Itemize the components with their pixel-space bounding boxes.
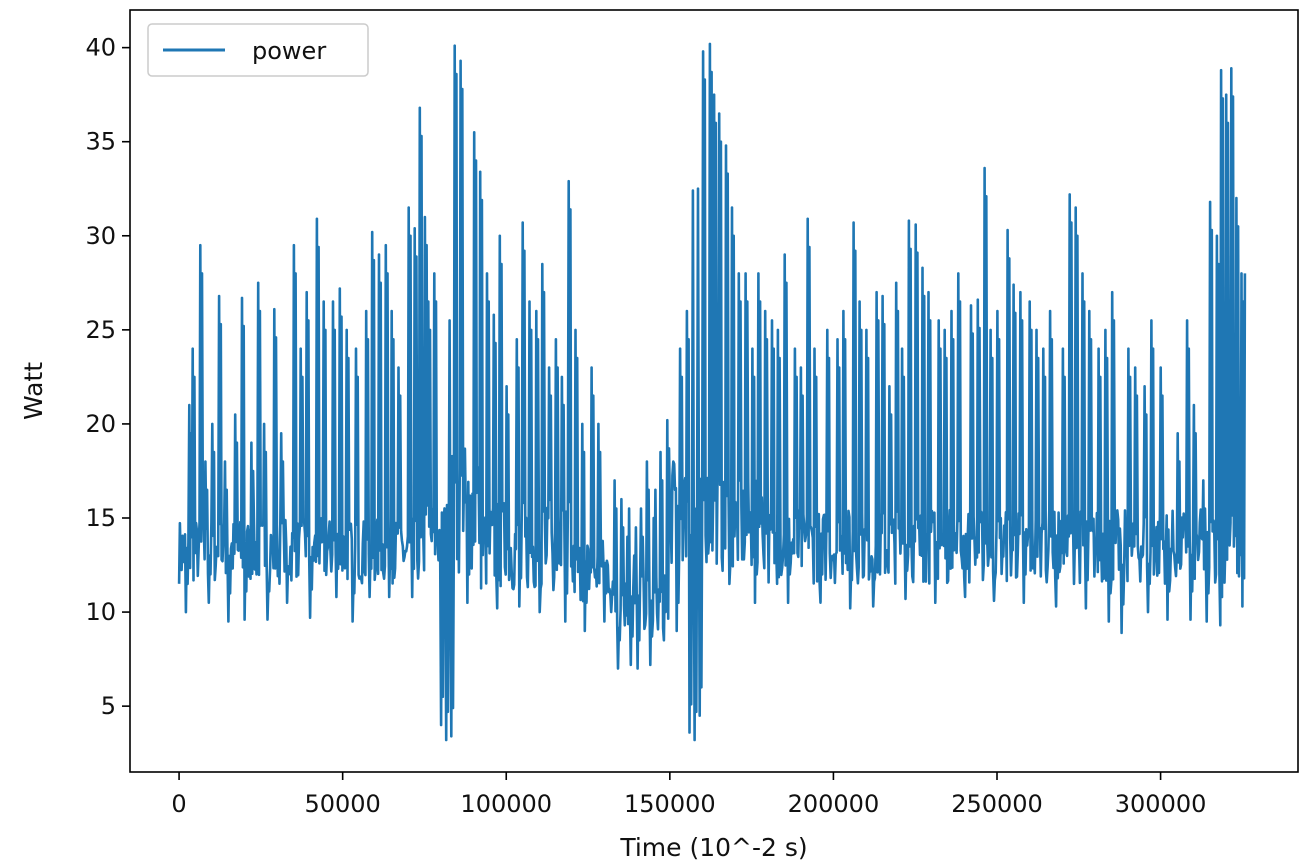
x-tick-label: 100000 xyxy=(460,790,552,818)
y-tick-label: 10 xyxy=(85,598,116,626)
series-line-power xyxy=(177,42,1247,742)
y-tick-label: 40 xyxy=(85,34,116,62)
legend-label-power: power xyxy=(252,37,326,65)
x-tick-label: 250000 xyxy=(951,790,1043,818)
legend: power xyxy=(147,23,369,77)
x-tick-label: 150000 xyxy=(624,790,716,818)
x-tick-label: 300000 xyxy=(1115,790,1207,818)
x-axis-title: Time (10^-2 s) xyxy=(619,833,807,862)
y-tick-label: 30 xyxy=(85,222,116,250)
y-tick-label: 35 xyxy=(85,128,116,156)
y-tick-label: 20 xyxy=(85,410,116,438)
legend-box xyxy=(147,23,369,77)
x-tick-label: 200000 xyxy=(788,790,880,818)
x-tick-label: 0 xyxy=(171,790,186,818)
y-axis-title: Watt xyxy=(19,362,48,420)
y-tick-label: 25 xyxy=(85,316,116,344)
x-tick-label: 50000 xyxy=(304,790,380,818)
y-tick-label: 15 xyxy=(85,504,116,532)
plot-frame xyxy=(129,9,1299,773)
y-tick-label: 5 xyxy=(101,692,116,720)
